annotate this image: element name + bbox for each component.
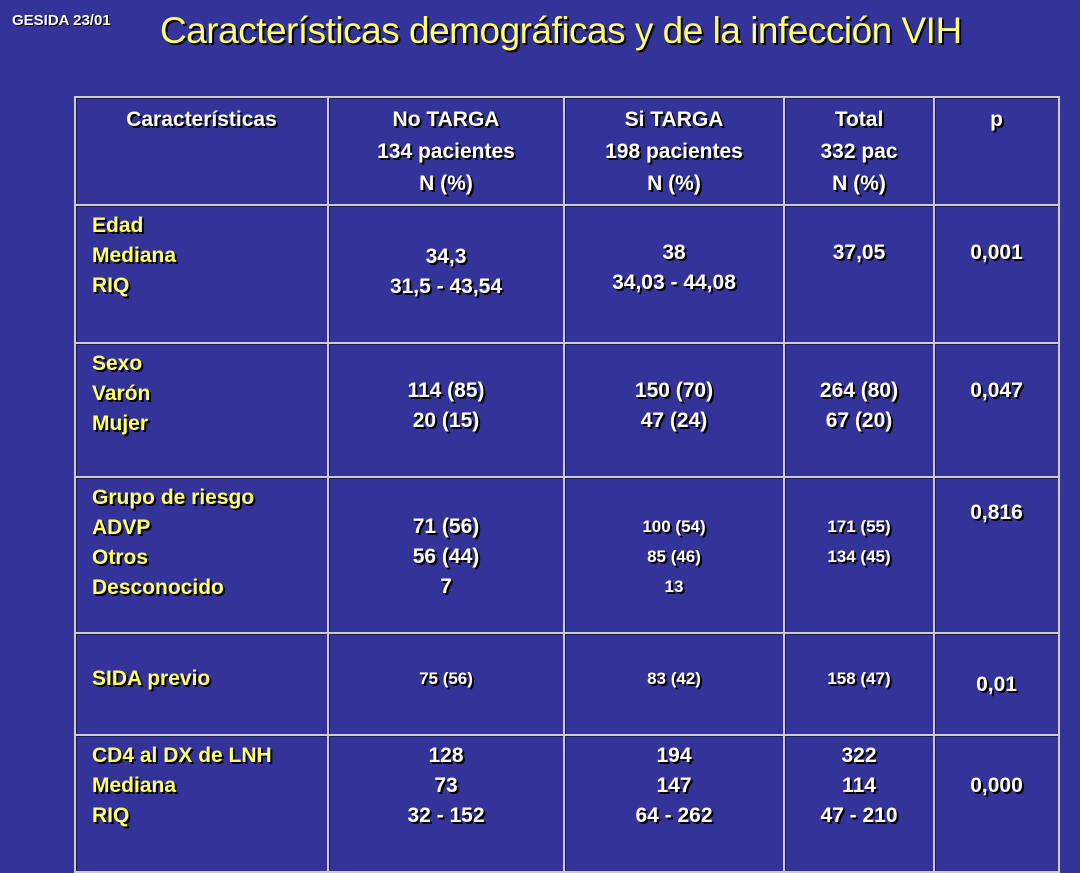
cd4-total-mediana: 114 bbox=[842, 774, 876, 797]
slide-tag: GESIDA 23/01 bbox=[12, 12, 111, 29]
header-total: Total 332 pac N (%) bbox=[783, 96, 935, 206]
riesgo-label-advp: ADVP bbox=[92, 516, 151, 539]
riesgo-p: 0,816 bbox=[933, 476, 1060, 634]
edad-label-riq: RIQ bbox=[92, 274, 130, 297]
cd4-total: 322 114 47 - 210 bbox=[783, 734, 935, 873]
cd4-no-targa: 128 73 32 - 152 bbox=[327, 734, 565, 873]
riesgo-label-title: Grupo de riesgo bbox=[92, 486, 255, 509]
edad-si-targa-mediana: 38 bbox=[662, 241, 686, 264]
cd4-total-total: 322 bbox=[841, 744, 877, 767]
edad-total-mediana: 37,05 bbox=[832, 241, 886, 264]
riesgo-label-desconocido: Desconocido bbox=[92, 576, 224, 599]
sida-total-value: 158 (47) bbox=[827, 669, 891, 688]
cd4-label-title: CD4 al DX de LNH bbox=[92, 744, 272, 767]
slide-title: Características demográficas y de la inf… bbox=[160, 10, 962, 51]
header-p: p bbox=[933, 96, 1060, 206]
edad-p: 0,001 bbox=[933, 204, 1060, 344]
edad-total: 37,05 bbox=[783, 204, 935, 344]
sexo-label-title: Sexo bbox=[92, 352, 143, 375]
header-caracteristicas-label: Características bbox=[126, 108, 277, 131]
sida-si-targa-value: 83 (42) bbox=[647, 669, 701, 688]
header-total-line1: Total bbox=[834, 108, 884, 131]
riesgo-total-advp: 171 (55) bbox=[827, 517, 891, 536]
edad-no-targa: 34,3 31,5 - 43,54 bbox=[327, 204, 565, 344]
cd4-p-value: 0,000 bbox=[970, 774, 1023, 797]
cd4-no-targa-mediana: 73 bbox=[434, 774, 458, 797]
header-caracteristicas: Características bbox=[74, 96, 329, 206]
row-cd4: CD4 al DX de LNH Mediana RIQ 128 73 32 -… bbox=[74, 734, 1060, 873]
header-no-targa-line2: 134 pacientes bbox=[377, 140, 515, 163]
sexo-total-mujer: 67 (20) bbox=[825, 409, 893, 432]
cd4-label-riq: RIQ bbox=[92, 804, 130, 827]
sida-no-targa-value: 75 (56) bbox=[419, 669, 473, 688]
header-si-targa: Si TARGA 198 pacientes N (%) bbox=[563, 96, 785, 206]
cd4-si-targa-mediana: 147 bbox=[656, 774, 692, 797]
edad-p-value: 0,001 bbox=[970, 241, 1023, 264]
header-p-label: p bbox=[990, 108, 1003, 131]
sida-no-targa: 75 (56) bbox=[327, 632, 565, 736]
sida-total: 158 (47) bbox=[783, 632, 935, 736]
header-si-targa-line2: 198 pacientes bbox=[605, 140, 743, 163]
cd4-total-riq: 47 - 210 bbox=[820, 804, 898, 827]
sexo-no-targa-mujer: 20 (15) bbox=[412, 409, 480, 432]
edad-si-targa: 38 34,03 - 44,08 bbox=[563, 204, 785, 344]
riesgo-no-targa-desconocido: 7 bbox=[440, 575, 452, 598]
header-total-line3: N (%) bbox=[832, 172, 886, 195]
sexo-labels: Sexo Varón Mujer bbox=[74, 342, 329, 478]
row-sida-previo: SIDA previo 75 (56) 83 (42) 158 (47) 0,0… bbox=[74, 632, 1060, 736]
header-si-targa-line3: N (%) bbox=[647, 172, 701, 195]
header-no-targa-line3: N (%) bbox=[419, 172, 473, 195]
sexo-p: 0,047 bbox=[933, 342, 1060, 478]
edad-label-title: Edad bbox=[92, 214, 144, 237]
riesgo-si-targa-advp: 100 (54) bbox=[642, 517, 706, 536]
row-edad: Edad Mediana RIQ 34,3 31,5 - 43,54 38 34… bbox=[74, 204, 1060, 344]
cd4-p: 0,000 bbox=[933, 734, 1060, 873]
row-grupo-riesgo: Grupo de riesgo ADVP Otros Desconocido 7… bbox=[74, 476, 1060, 634]
sexo-p-value: 0,047 bbox=[970, 379, 1023, 402]
sexo-no-targa: 114 (85) 20 (15) bbox=[327, 342, 565, 478]
sexo-si-targa-varon: 150 (70) bbox=[634, 379, 714, 402]
sexo-no-targa-varon: 114 (85) bbox=[407, 379, 485, 402]
sexo-label-mujer: Mujer bbox=[92, 412, 149, 435]
cd4-labels: CD4 al DX de LNH Mediana RIQ bbox=[74, 734, 329, 873]
sida-label-title: SIDA previo bbox=[92, 667, 211, 690]
header-total-line2: 332 pac bbox=[820, 140, 898, 163]
riesgo-total: 171 (55) 134 (45) bbox=[783, 476, 935, 634]
sida-p-value: 0,01 bbox=[976, 673, 1017, 696]
riesgo-si-targa: 100 (54) 85 (46) 13 bbox=[563, 476, 785, 634]
riesgo-si-targa-otros: 85 (46) bbox=[647, 547, 701, 566]
riesgo-no-targa-otros: 56 (44) bbox=[412, 545, 480, 568]
sexo-total: 264 (80) 67 (20) bbox=[783, 342, 935, 478]
header-no-targa: No TARGA 134 pacientes N (%) bbox=[327, 96, 565, 206]
riesgo-si-targa-desconocido: 13 bbox=[664, 577, 684, 596]
edad-no-targa-mediana: 34,3 bbox=[425, 245, 467, 268]
cd4-label-mediana: Mediana bbox=[92, 774, 177, 797]
cd4-no-targa-riq: 32 - 152 bbox=[407, 804, 485, 827]
cd4-no-targa-total: 128 bbox=[428, 744, 464, 767]
riesgo-total-otros: 134 (45) bbox=[827, 547, 891, 566]
sexo-si-targa: 150 (70) 47 (24) bbox=[563, 342, 785, 478]
edad-labels: Edad Mediana RIQ bbox=[74, 204, 329, 344]
sexo-total-varon: 264 (80) bbox=[819, 379, 899, 402]
header-row: Características No TARGA 134 pacientes N… bbox=[74, 96, 1060, 206]
cd4-si-targa-total: 194 bbox=[656, 744, 692, 767]
sida-labels: SIDA previo bbox=[74, 632, 329, 736]
riesgo-labels: Grupo de riesgo ADVP Otros Desconocido bbox=[74, 476, 329, 634]
sexo-si-targa-mujer: 47 (24) bbox=[640, 409, 708, 432]
riesgo-label-otros: Otros bbox=[92, 546, 149, 569]
header-si-targa-line1: Si TARGA bbox=[624, 108, 724, 131]
header-no-targa-line1: No TARGA bbox=[392, 108, 500, 131]
edad-si-targa-riq: 34,03 - 44,08 bbox=[612, 271, 736, 294]
riesgo-p-value: 0,816 bbox=[970, 501, 1023, 524]
edad-no-targa-riq: 31,5 - 43,54 bbox=[389, 275, 503, 298]
sexo-label-varon: Varón bbox=[92, 382, 151, 405]
riesgo-no-targa: 71 (56) 56 (44) 7 bbox=[327, 476, 565, 634]
cd4-si-targa: 194 147 64 - 262 bbox=[563, 734, 785, 873]
sida-p: 0,01 bbox=[933, 632, 1060, 736]
riesgo-no-targa-advp: 71 (56) bbox=[412, 515, 480, 538]
characteristics-table: Características No TARGA 134 pacientes N… bbox=[74, 96, 1060, 873]
row-sexo: Sexo Varón Mujer 114 (85) 20 (15) 150 (7… bbox=[74, 342, 1060, 478]
edad-label-mediana: Mediana bbox=[92, 244, 177, 267]
cd4-si-targa-riq: 64 - 262 bbox=[635, 804, 713, 827]
